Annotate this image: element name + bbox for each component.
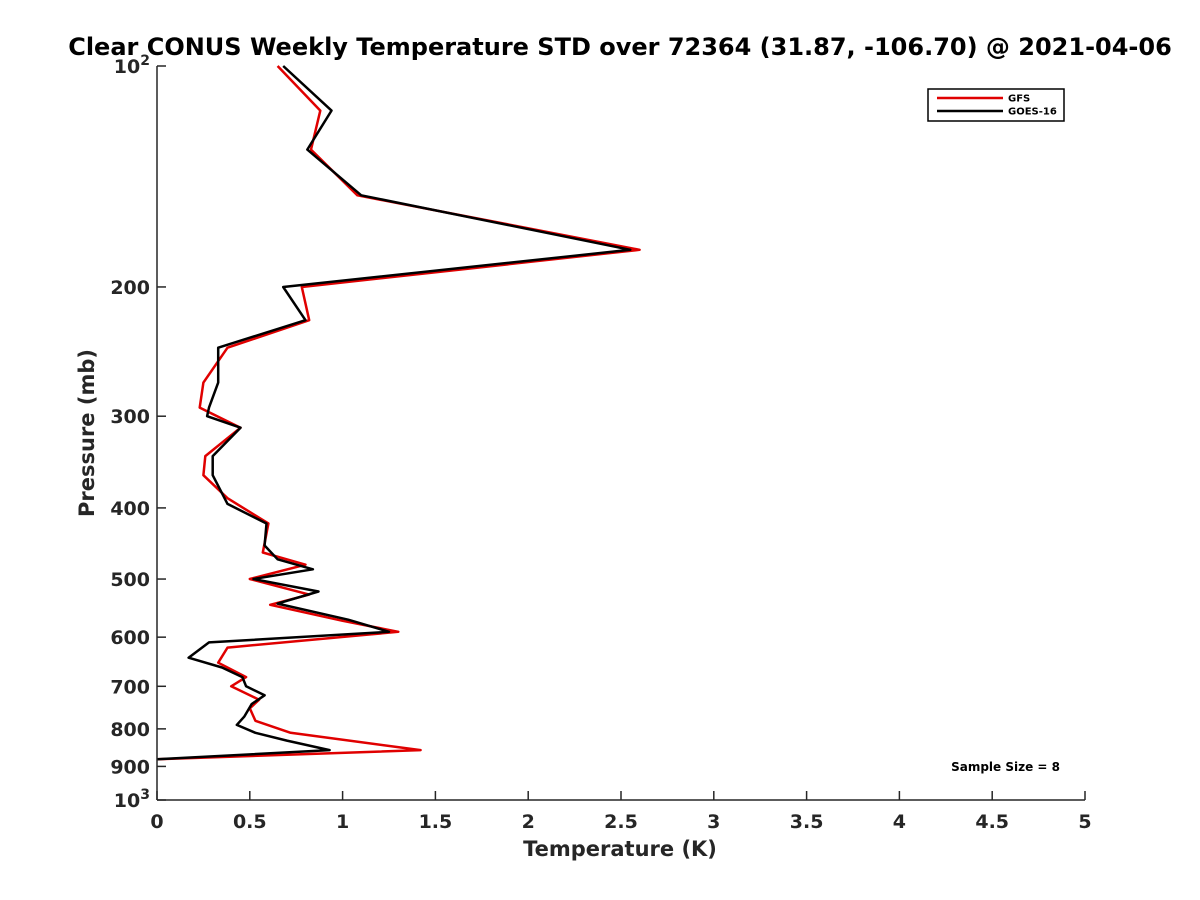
chart-title: Clear CONUS Weekly Temperature STD over … (68, 33, 1172, 61)
y-tick-label: 300 (110, 406, 150, 428)
legend-label-goes-16: GOES-16 (1008, 107, 1057, 118)
legend-box (927, 88, 1065, 122)
x-tick-label: 3 (707, 811, 720, 833)
x-tick-label: 0.5 (233, 811, 267, 833)
x-tick-label: 4 (893, 811, 906, 833)
x-tick-label: 5 (1078, 811, 1091, 833)
plot-lines (156, 65, 641, 761)
legend: GFS GOES-16 (927, 88, 1065, 122)
y-tick-label: 500 (110, 569, 150, 591)
y-tick-label: 103 (114, 787, 150, 812)
x-tick-label: 4.5 (975, 811, 1009, 833)
y-tick-label: 400 (110, 498, 150, 520)
y-tick-label: 102 (114, 53, 150, 78)
sample-size-annotation: Sample Size = 8 (951, 760, 1060, 774)
y-tick-label: 700 (110, 676, 150, 698)
x-tick-label: 0 (150, 811, 163, 833)
y-tick-label: 900 (110, 756, 150, 778)
x-axis-label: Temperature (K) (523, 837, 717, 861)
x-tick-label: 2 (522, 811, 535, 833)
x-ticks: 0 0.5 1 1.5 2 2.5 3 3.5 4 4.5 5 (150, 791, 1092, 833)
y-tick-label: 600 (110, 627, 150, 649)
x-tick-label: 1 (336, 811, 349, 833)
series-line-goes-16 (156, 65, 632, 761)
y-axis-label: Pressure (mb) (75, 349, 99, 517)
legend-label-gfs: GFS (1008, 94, 1030, 105)
y-tick-label: 200 (110, 277, 150, 299)
series-line-gfs (156, 65, 641, 761)
x-tick-label: 2.5 (604, 811, 638, 833)
y-tick-label: 800 (110, 719, 150, 741)
x-tick-label: 3.5 (790, 811, 824, 833)
x-tick-label: 1.5 (419, 811, 453, 833)
y-ticks: 102 200 300 400 500 600 700 800 900 103 (110, 53, 166, 812)
